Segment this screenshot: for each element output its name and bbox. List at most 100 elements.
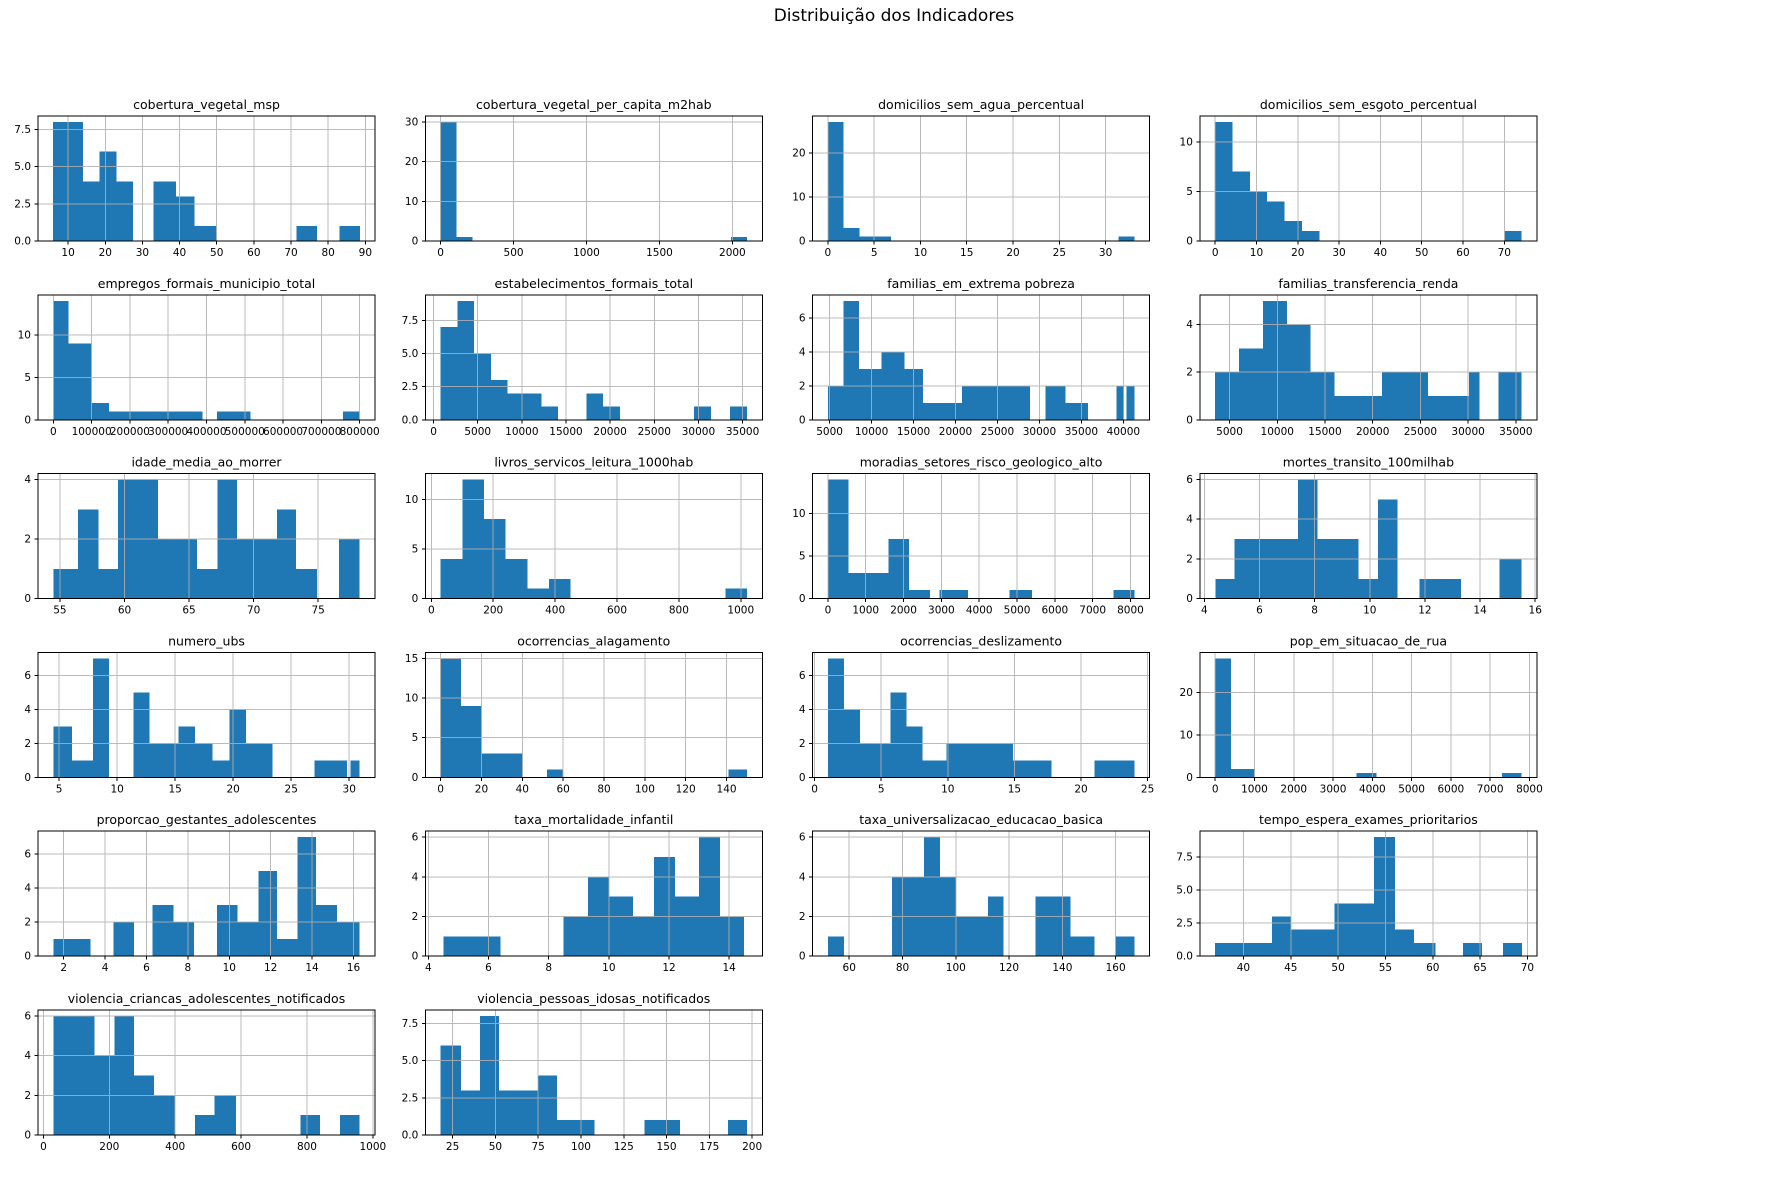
x-tick-label: 15000 — [897, 426, 930, 438]
bar — [1013, 760, 1052, 778]
plot-border — [37, 651, 376, 778]
bar — [1116, 385, 1125, 420]
bar — [462, 479, 484, 599]
x-tick-label: 15 — [168, 783, 181, 795]
bar — [1394, 929, 1414, 957]
y-tick-label: 2 — [24, 1090, 31, 1102]
y-tick-label: 6 — [799, 312, 806, 324]
bar — [548, 578, 571, 599]
y-tick-label: 0 — [24, 951, 31, 963]
bar — [1374, 837, 1395, 957]
x-tick-label: 10 — [61, 247, 74, 259]
x-tick-label: 1000 — [1241, 783, 1268, 795]
x-tick-label: 175 — [699, 1141, 719, 1153]
bar — [479, 1015, 499, 1135]
bars — [1215, 300, 1522, 420]
y-tick-label: 4 — [24, 704, 31, 716]
y-tick-label: 2.5 — [402, 1092, 419, 1104]
ticks — [809, 674, 1149, 781]
bar — [194, 1115, 215, 1135]
bar — [1215, 372, 1240, 420]
x-tick-label: 400 — [165, 1141, 185, 1153]
subplot-title: livros_servicos_leitura_1000hab — [494, 455, 693, 470]
bar — [827, 479, 849, 599]
bar — [546, 769, 564, 778]
x-tick-label: 125 — [614, 1141, 634, 1153]
x-tick-label: 0 — [1212, 783, 1219, 795]
bars — [827, 479, 1135, 599]
y-tick-label: 4 — [24, 1050, 31, 1062]
bar — [300, 1115, 321, 1135]
subplot-title: cobertura_vegetal_msp — [133, 97, 280, 112]
bar — [955, 916, 988, 957]
x-tick-label: 3000 — [1320, 783, 1347, 795]
x-tick-label: 1000 — [359, 1141, 386, 1153]
x-tick-label: 8 — [185, 962, 192, 974]
x-tick-label: 70 — [284, 247, 297, 259]
bar — [586, 393, 604, 420]
bar — [456, 237, 473, 241]
bar — [457, 300, 475, 420]
subplot-pop_em_situacao_de_rua: pop_em_situacao_de_rua 0 1000 2000 3000 4000 5… — [1180, 633, 1543, 795]
ticks — [1196, 141, 1505, 245]
bar — [1232, 171, 1250, 241]
x-tick-label: 30000 — [1023, 426, 1056, 438]
subplot-title: violencia_pessoas_idosas_notificados — [477, 991, 710, 1006]
bar — [939, 590, 968, 599]
plot-border — [424, 115, 763, 242]
bar — [53, 939, 91, 957]
bars — [440, 479, 747, 599]
x-tick-label: 65 — [182, 605, 195, 617]
grid — [812, 473, 1150, 600]
plot-border — [812, 830, 1151, 957]
bar — [827, 385, 844, 420]
y-tick-label: 2 — [24, 534, 31, 546]
x-tick-label: 15 — [1008, 783, 1021, 795]
y-tick-label: 0 — [412, 772, 419, 784]
x-tick-label: 60 — [1456, 247, 1469, 259]
y-tick-label: 6 — [24, 670, 31, 682]
x-tick-label: 25 — [1141, 783, 1154, 795]
x-tick-label: 75 — [312, 605, 325, 617]
figure-title: Distribuição dos Indicadores — [773, 6, 1015, 26]
bar — [909, 590, 931, 599]
bar — [1234, 539, 1299, 599]
x-tick-label: 5000 — [1398, 783, 1425, 795]
subplot-numero_ubs: numero_ubs 5 10 15 20 25 30 0 2 4 6 — [24, 633, 376, 795]
bar — [114, 1015, 135, 1135]
y-tick-label: 2.5 — [14, 198, 31, 210]
y-tick-label: 2 — [799, 911, 806, 923]
bar — [1356, 773, 1377, 778]
x-tick-label: 16 — [347, 962, 361, 974]
bars — [53, 658, 360, 778]
y-tick-label: 4 — [24, 883, 31, 895]
bar — [843, 300, 859, 420]
y-tick-label: 20 — [792, 147, 805, 159]
x-tick-label: 10 — [110, 783, 123, 795]
bar — [1035, 896, 1071, 957]
bar — [890, 692, 907, 778]
y-tick-label: 7.5 — [402, 315, 419, 327]
x-tick-label: 0 — [825, 605, 832, 617]
y-tick-label: 6 — [799, 670, 806, 682]
bar — [1334, 395, 1383, 420]
bar — [196, 568, 218, 599]
x-tick-label: 0 — [430, 426, 437, 438]
y-tick-label: 2 — [1186, 553, 1193, 565]
x-tick-label: 100 — [635, 783, 655, 795]
plot-border — [812, 651, 1151, 778]
bar — [53, 568, 79, 599]
bar — [1267, 201, 1285, 241]
x-tick-label: 30 — [343, 783, 356, 795]
bar — [1284, 221, 1302, 241]
bar — [859, 236, 891, 241]
bar — [91, 402, 109, 420]
x-tick-label: 45 — [1284, 962, 1297, 974]
bar — [858, 368, 882, 420]
bars — [1215, 121, 1522, 241]
bar — [1501, 773, 1522, 778]
plot-border — [812, 115, 1151, 242]
subplot-title: empregos_formais_municipio_total — [98, 276, 315, 291]
bar — [297, 837, 317, 957]
x-tick-label: 140 — [1052, 962, 1072, 974]
